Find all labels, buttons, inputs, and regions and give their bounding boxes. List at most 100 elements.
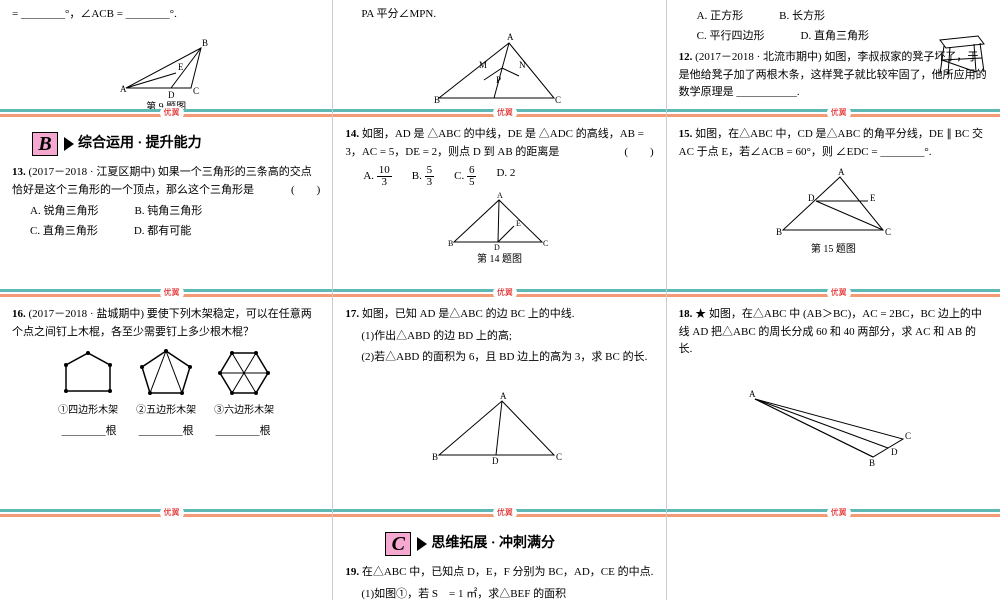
- section-B: B 综合运用 · 提升能力: [32, 132, 202, 156]
- svg-text:A: A: [120, 84, 127, 94]
- q16-answer: ________根 ________根 ________根: [12, 423, 320, 441]
- q17: 17. 如图，已知 AD 是△ABC 的边 BC 上的中线.: [345, 306, 653, 324]
- stool-figure: [934, 30, 988, 85]
- cell-r2c2: 14. 如图，AD 是 △ABC 的中线，DE 是 △ADC 的高线，AB = …: [333, 120, 666, 300]
- q14-paren: ( ): [624, 144, 653, 162]
- svg-text:D: D: [808, 193, 815, 203]
- q13-num: 13.: [12, 166, 26, 178]
- q14-A: A. 103: [363, 165, 391, 188]
- cell-r4c1: [0, 520, 333, 600]
- q14-num: 14.: [345, 128, 359, 140]
- cell-r1c2: PA 平分∠MPN. A B C N M P 优翼: [333, 0, 666, 120]
- svg-text:B: B: [432, 452, 438, 462]
- q13-B: B. 钝角三角形: [134, 203, 202, 221]
- cell-r4c3: [667, 520, 1000, 600]
- svg-text:B: B: [202, 38, 208, 48]
- q17-2: (2)若△ABD 的面积为 6，且 BD 边上的高为 3，求 BC 的长.: [345, 349, 653, 367]
- r1c2-text: PA 平分∠MPN.: [345, 6, 653, 24]
- divider-r3c1: 优翼: [0, 508, 332, 520]
- cell-r3c3: 18. ★ 如图，在△ABC 中 (AB＞BC)，AC = 2BC，BC 边上的…: [667, 300, 1000, 520]
- q9-figure: A B C D E: [12, 28, 320, 98]
- divider-r3c3: 优翼: [667, 508, 1000, 520]
- cell-r3c2: 17. 如图，已知 AD 是△ABC 的边 BC 上的中线. (1)作出△ABD…: [333, 300, 666, 520]
- q19: 19. 在△ABC 中，已知点 D，E，F 分别为 BC，AD，CE 的中点.: [345, 564, 653, 582]
- q14-D: D. 2: [496, 165, 515, 188]
- divider-r2c2: 优翼: [333, 288, 665, 300]
- q13-src: (2017－2018 · 江夏区期中): [29, 166, 156, 178]
- divider-r2c1: 优翼: [0, 288, 332, 300]
- r1c2-figure: A B C N M P: [345, 28, 653, 108]
- svg-text:C: C: [905, 431, 911, 441]
- divider-r2c3: 优翼: [667, 288, 1000, 300]
- shape-c: ③六边形木架: [214, 403, 274, 419]
- q14-text: 如图，AD 是 △ABC 的中线，DE 是 △ADC 的高线，AB = 3，AC…: [345, 128, 644, 158]
- section-arrow-icon: [64, 137, 74, 151]
- svg-text:D: D: [891, 447, 898, 457]
- shape-a: ①四边形木架: [58, 403, 118, 419]
- q12-src: (2017－2018 · 北流市期中): [695, 51, 822, 63]
- q17-text: 如图，已知 AD 是△ABC 的边 BC 上的中线.: [362, 308, 575, 320]
- svg-text:B: B: [434, 95, 440, 105]
- q14-B: B. 53: [412, 165, 434, 188]
- svg-text:A: A: [500, 391, 507, 401]
- q15-figure: A B C D E: [679, 165, 988, 240]
- svg-text:C: C: [556, 452, 562, 462]
- q13-paren: ( ): [291, 182, 320, 200]
- svg-text:A: A: [749, 389, 756, 399]
- q16-src: (2017－2018 · 盐城期中): [29, 308, 145, 320]
- opt-C: C. 平行四边形: [697, 28, 765, 46]
- svg-text:M: M: [479, 60, 487, 70]
- divider-r1c1: 优翼: [0, 108, 332, 120]
- cell-r3c1: 16. (2017－2018 · 盐城期中) 要使下列木架稳定，可以在任意两个点…: [0, 300, 333, 520]
- svg-text:A: A: [507, 32, 514, 42]
- opt-A: A. 正方形: [697, 8, 743, 26]
- q13: 13. (2017－2018 · 江夏区期中) 如果一个三角形的三条高的交点恰好…: [12, 164, 320, 199]
- q12-num: 12.: [679, 51, 693, 63]
- opt-D: D. 直角三角形: [801, 28, 869, 46]
- cell-r1c3: A. 正方形 B. 长方形 C. 平行四边形 D. 直角三角形 12. (201…: [667, 0, 1000, 120]
- svg-text:N: N: [519, 60, 526, 70]
- section-B-box: B: [32, 132, 58, 156]
- divider-r1c2: 优翼: [333, 108, 665, 120]
- svg-text:B: B: [869, 458, 875, 468]
- svg-text:E: E: [178, 62, 184, 72]
- section-C-title: 思维拓展 · 冲刺满分: [431, 533, 555, 555]
- q18: 18. ★ 如图，在△ABC 中 (AB＞BC)，AC = 2BC，BC 边上的…: [679, 306, 988, 359]
- svg-text:D: D: [494, 243, 500, 250]
- q14-caption: 第 14 题图: [345, 252, 653, 268]
- q15: 15. 如图，在△ABC 中，CD 是△ABC 的角平分线，DE ∥ BC 交 …: [679, 126, 988, 161]
- cell-r2c3: 15. 如图，在△ABC 中，CD 是△ABC 的角平分线，DE ∥ BC 交 …: [667, 120, 1000, 300]
- q17-figure: A B C D: [345, 387, 653, 467]
- q16-num: 16.: [12, 308, 26, 320]
- q13-A: A. 锐角三角形: [30, 203, 98, 221]
- svg-text:D: D: [492, 456, 499, 466]
- cell-r4c2: C 思维拓展 · 冲刺满分 19. 在△ABC 中，已知点 D，E，F 分别为 …: [333, 520, 666, 600]
- svg-text:A: A: [497, 191, 503, 200]
- q9-partial: = ________°，∠ACB = ________°.: [12, 6, 320, 24]
- svg-text:C: C: [885, 227, 891, 237]
- q19-num: 19.: [345, 566, 359, 578]
- svg-text:C: C: [543, 239, 548, 248]
- svg-text:E: E: [870, 193, 876, 203]
- svg-text:E: E: [516, 219, 521, 228]
- q15-text: 如图，在△ABC 中，CD 是△ABC 的角平分线，DE ∥ BC 交 AC 于…: [679, 128, 983, 158]
- q15-num: 15.: [679, 128, 693, 140]
- section-arrow-icon: [417, 537, 427, 551]
- opt-B: B. 长方形: [779, 8, 825, 26]
- cell-r2c1: B 综合运用 · 提升能力 13. (2017－2018 · 江夏区期中) 如果…: [0, 120, 333, 300]
- q13-C: C. 直角三角形: [30, 223, 98, 241]
- q16: 16. (2017－2018 · 盐城期中) 要使下列木架稳定，可以在任意两个点…: [12, 306, 320, 341]
- svg-text:B: B: [448, 239, 453, 248]
- q16-labels: ①四边形木架 ②五边形木架 ③六边形木架: [12, 403, 320, 419]
- q17-num: 17.: [345, 308, 359, 320]
- q14-opts: A. 103 B. 53 C. 65 D. 2: [345, 165, 653, 188]
- section-C: C 思维拓展 · 冲刺满分: [385, 532, 555, 556]
- q14: 14. 如图，AD 是 △ABC 的中线，DE 是 △ADC 的高线，AB = …: [345, 126, 653, 161]
- q18-star: ★: [695, 308, 706, 320]
- q18-figure: A B C D: [679, 379, 988, 469]
- svg-text:P: P: [496, 75, 501, 85]
- svg-text:D: D: [168, 90, 175, 98]
- q13-D: D. 都有可能: [134, 223, 191, 241]
- q16-figure: [12, 345, 320, 401]
- shape-b: ②五边形木架: [136, 403, 196, 419]
